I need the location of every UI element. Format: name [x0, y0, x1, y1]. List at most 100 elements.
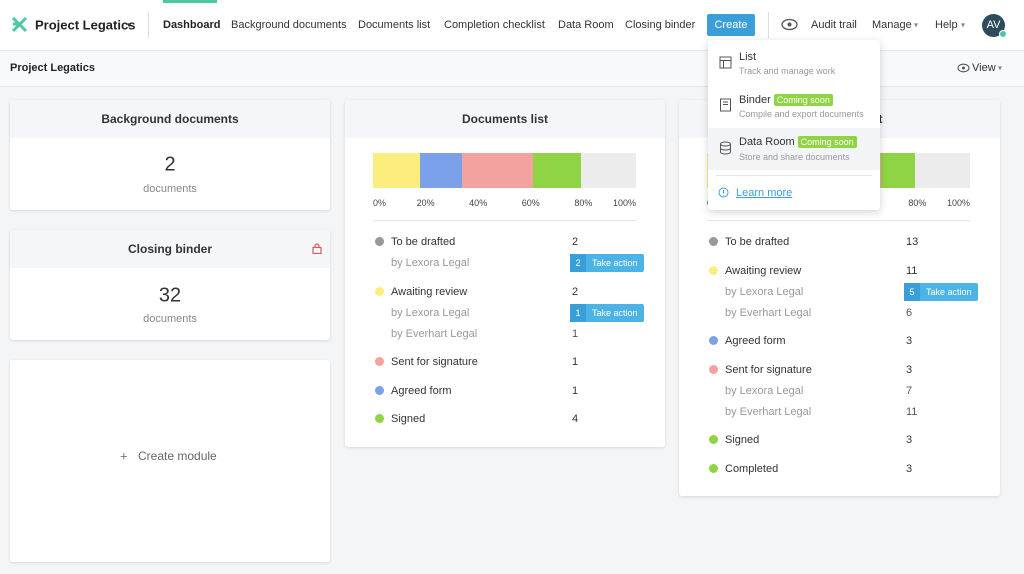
- party-label: by Lexora Legal: [725, 285, 804, 298]
- status-label: Signed: [391, 413, 426, 425]
- status-dot: [375, 385, 384, 395]
- eye-icon[interactable]: [781, 18, 798, 31]
- module-count: 2: [164, 153, 176, 176]
- status-dot: [709, 364, 718, 374]
- status-dot: [375, 357, 384, 366]
- tab[interactable]: Dashboard: [163, 19, 221, 31]
- party-label: by Lexora Legal: [725, 384, 804, 397]
- status-dot: [709, 265, 718, 275]
- status-label: Agreed form: [725, 335, 786, 347]
- create-module[interactable]: Create module: [138, 449, 217, 463]
- list-icon: [719, 56, 732, 69]
- status-count: 2: [572, 236, 579, 248]
- caret: ▾: [127, 20, 132, 30]
- menu-item[interactable]: Data Room Coming soon: [739, 136, 857, 148]
- tick-label: 100%: [612, 198, 636, 208]
- menu-title: Binder: [739, 94, 771, 106]
- caret: ▾: [998, 63, 1003, 73]
- action-label: Take action: [926, 286, 972, 297]
- menu-desc: Track and manage work: [739, 66, 836, 76]
- party-count: 11: [906, 405, 918, 418]
- list-title: Documents list: [345, 100, 665, 138]
- status-count: 3: [906, 462, 913, 475]
- status-count: 3: [906, 434, 913, 446]
- status-dot: [375, 237, 384, 246]
- status-count: 11: [906, 264, 918, 277]
- party-count: 6: [906, 306, 913, 319]
- tick-label: 60%: [521, 198, 540, 208]
- status-count: 2: [572, 285, 579, 298]
- learn-more-link[interactable]: Learn more: [736, 187, 793, 199]
- action-count: 1: [570, 303, 586, 322]
- party-label: by Everhart Legal: [391, 327, 478, 340]
- tab[interactable]: Background documents: [231, 19, 347, 31]
- status-label: Sent for signature: [725, 363, 812, 376]
- status-label: Signed: [725, 434, 760, 446]
- party-label: by Lexora Legal: [391, 306, 470, 319]
- list-card: Documents list 0% 20% 40% 60% 80% 100% To be dr…: [345, 100, 665, 447]
- create-button[interactable]: Create: [707, 14, 755, 36]
- module-title: Closing binder: [10, 230, 330, 268]
- tick-label: 80%: [908, 198, 927, 208]
- status-label: To be drafted: [391, 236, 456, 248]
- divider: [716, 175, 872, 176]
- nav-link[interactable]: Manage: [872, 19, 912, 31]
- party-label: by Everhart Legal: [725, 306, 812, 319]
- action-count: 5: [904, 282, 920, 301]
- logo: [11, 16, 28, 33]
- plus-icon: +: [120, 448, 128, 464]
- take-action-badge[interactable]: 1 Take action: [570, 303, 644, 322]
- status-count: 13: [906, 236, 919, 248]
- tab[interactable]: Closing binder: [625, 19, 696, 31]
- status-label: To be drafted: [725, 236, 790, 248]
- status-label: Completed: [725, 462, 779, 475]
- page-title: Project Legatics: [10, 62, 95, 74]
- menu-title: Data Room: [739, 136, 795, 148]
- lock-icon: [312, 243, 322, 254]
- hover-highlight: [708, 128, 880, 170]
- bar-segment: [462, 153, 534, 188]
- module-card: Closing binder 32 documents: [10, 230, 330, 340]
- menu-item[interactable]: List: [739, 51, 757, 63]
- create-module-card[interactable]: + Create module: [10, 360, 330, 562]
- status-dot: [375, 414, 384, 423]
- party-count: 1: [572, 327, 579, 340]
- divider: [707, 220, 970, 221]
- tab[interactable]: Documents list: [358, 19, 431, 31]
- view-button[interactable]: View: [972, 62, 996, 74]
- coming-soon-badge: Coming soon: [773, 94, 833, 106]
- tick-label: 100%: [946, 198, 970, 208]
- tick-label: 80%: [574, 198, 593, 208]
- nav-link[interactable]: Audit trail: [811, 19, 857, 31]
- tab[interactable]: Completion checklist: [444, 19, 545, 31]
- module-title: Background documents: [10, 100, 330, 138]
- take-action-badge[interactable]: 5 Take action: [904, 282, 978, 301]
- bar-segment: [420, 153, 463, 188]
- binder-icon: [720, 98, 731, 112]
- brand[interactable]: Project Legatics: [35, 17, 136, 33]
- status-dot: [709, 237, 718, 246]
- status-count: 1: [572, 384, 579, 397]
- status-count: 1: [572, 356, 579, 368]
- status-count: 3: [906, 335, 913, 347]
- menu-desc: Compile and export documents: [739, 109, 864, 119]
- status-dot: [709, 463, 718, 473]
- create-dropdown: List Track and manage work Binder Coming …: [708, 40, 880, 210]
- bar-segment: [533, 153, 581, 188]
- status-label: Awaiting review: [725, 264, 802, 277]
- divider: [148, 12, 149, 38]
- status-label: Agreed form: [391, 384, 452, 397]
- party-label: by Everhart Legal: [725, 405, 812, 418]
- nav-link[interactable]: Help: [935, 19, 958, 31]
- module-card: Background documents 2 documents: [10, 100, 330, 210]
- tab[interactable]: Data Room: [558, 19, 614, 31]
- tick-label: 20%: [416, 198, 435, 208]
- take-action-badge[interactable]: 2 Take action: [570, 254, 644, 272]
- action-label: Take action: [592, 307, 638, 318]
- status-label: Sent for signature: [391, 356, 478, 368]
- party-label: by Lexora Legal: [391, 257, 470, 269]
- menu-item[interactable]: Binder Coming soon: [739, 94, 833, 106]
- status-dot: [709, 435, 718, 444]
- status-dot: [375, 286, 384, 296]
